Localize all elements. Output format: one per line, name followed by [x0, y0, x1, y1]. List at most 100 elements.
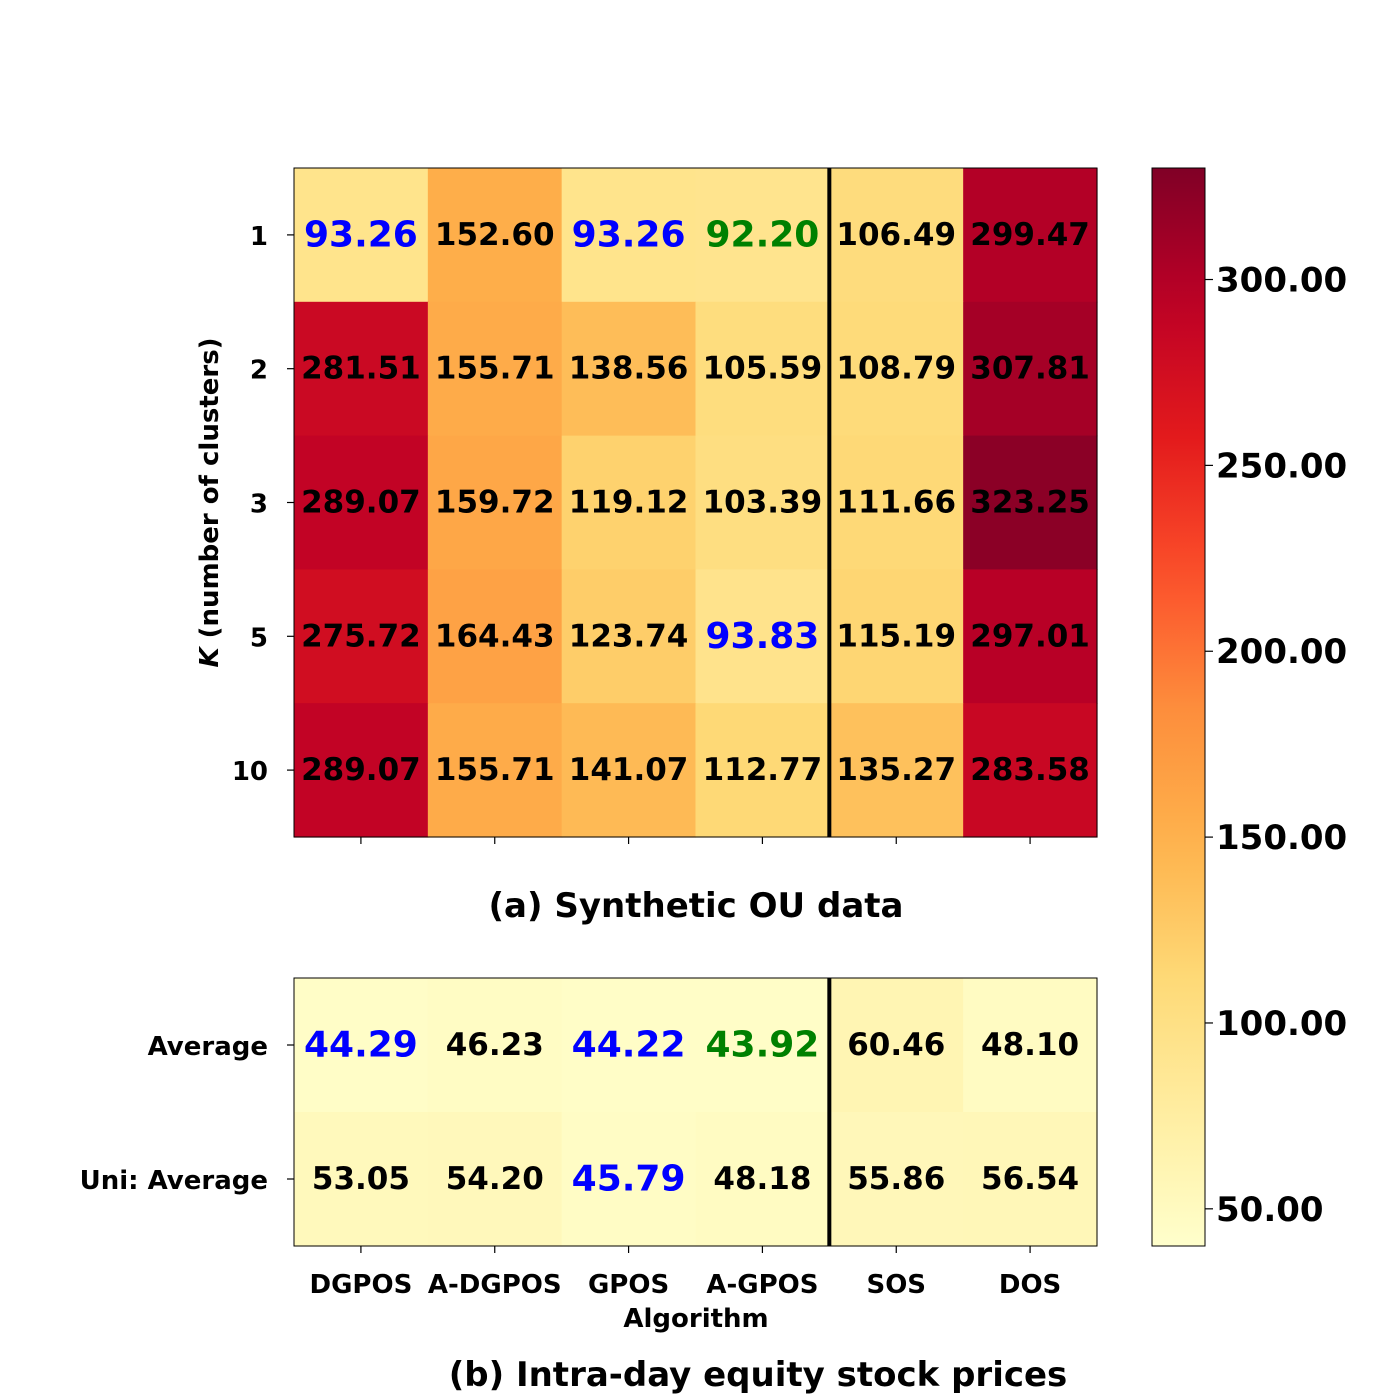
cell-value-label: 93.26 — [304, 214, 418, 255]
heatmap-cell — [561, 435, 697, 570]
heatmap-cell — [963, 569, 1098, 704]
heatmap-cell — [427, 168, 563, 303]
heatmap-cell — [427, 703, 563, 838]
cell-value-label: 155.71 — [435, 351, 555, 387]
heatmap-cell — [294, 569, 429, 704]
cell-value-label: 46.23 — [446, 1027, 544, 1063]
cell-value-label: 105.59 — [703, 351, 823, 387]
cell-value-label: 275.72 — [301, 618, 421, 654]
panel-a-y-axis-label: K (number of clusters) — [195, 337, 225, 667]
heatmap-cell — [829, 1112, 964, 1247]
cell-value-label: 283.58 — [970, 752, 1090, 788]
heatmap-cell — [963, 703, 1098, 838]
heatmap-cell — [963, 1112, 1098, 1247]
colorbar-ticks: 50.00 100.00 150.00 200.00 250.00 300.00 — [1205, 261, 1347, 1230]
cell-value-label: 299.47 — [970, 217, 1090, 253]
heatmap-cell — [561, 978, 697, 1113]
cell-value-label: 164.43 — [435, 618, 555, 654]
y-tick-label: 1 — [250, 222, 268, 252]
heatmap-cell — [695, 301, 830, 437]
cell-value-label: 93.26 — [572, 214, 686, 255]
cell-value-label: 103.39 — [703, 485, 823, 521]
cell-value-label: 55.86 — [847, 1161, 945, 1197]
heatmap-cell — [695, 978, 830, 1113]
panel-a-cells — [294, 168, 1098, 838]
colorbar: 50.00 100.00 150.00 200.00 250.00 300.00 — [1151, 167, 1347, 1247]
heatmap-cell — [294, 1112, 429, 1247]
cell-value-label: 155.71 — [435, 752, 555, 788]
cell-value-label: 289.07 — [301, 485, 421, 521]
heatmap-cell — [829, 703, 964, 838]
heatmap-cell — [829, 301, 964, 437]
colorbar-tick-label: 150.00 — [1216, 818, 1347, 858]
heatmap-cell — [963, 435, 1098, 570]
cell-value-label: 48.10 — [981, 1027, 1079, 1063]
cell-value-label: 54.20 — [446, 1161, 544, 1197]
cell-value-label: 43.92 — [705, 1025, 819, 1066]
x-tick-label: A-DGPOS — [428, 1270, 562, 1300]
cell-value-label: 44.29 — [304, 1025, 418, 1066]
heatmap-cell — [695, 569, 830, 704]
cell-value-label: 92.20 — [705, 214, 819, 255]
y-tick-label: Uni: Average — [80, 1166, 268, 1196]
cell-value-label: 45.79 — [572, 1159, 686, 1200]
panel-b-value-labels: 44.29 46.23 44.22 43.92 60.46 48.10 53.05 54.20… — [304, 1025, 1079, 1200]
heatmap-cell — [427, 301, 563, 437]
x-tick-label: DOS — [999, 1270, 1061, 1300]
colorbar-tick-label: 100.00 — [1216, 1004, 1347, 1044]
cell-value-label: 289.07 — [301, 752, 421, 788]
colorbar-tick-label: 300.00 — [1216, 261, 1347, 301]
x-tick-label: DGPOS — [310, 1270, 413, 1300]
panel-a-value-labels: 93.26 152.60 93.26 92.20 106.49 299.47 281.51 1… — [301, 214, 1090, 788]
cell-value-label: 323.25 — [970, 485, 1090, 521]
panel-a-y-tick-labels: 1 2 3 5 10 — [232, 222, 294, 787]
panel-b-x-axis-label: Algorithm — [623, 1304, 768, 1334]
heatmap-cell — [427, 1112, 563, 1247]
cell-value-label: 106.49 — [836, 217, 956, 253]
colorbar-gradient — [1151, 167, 1206, 1247]
heatmap-cell — [561, 569, 697, 704]
cell-value-label: 138.56 — [569, 351, 689, 387]
panel-b-cells — [294, 978, 1098, 1247]
panel-b-intraday-equity: 44.29 46.23 44.22 43.92 60.46 48.10 53.05 54.20… — [80, 977, 1098, 1395]
y-tick-label: 2 — [250, 356, 268, 386]
heatmap-cell — [294, 435, 429, 570]
heatmap-cell — [829, 569, 964, 704]
cell-value-label: 119.12 — [569, 485, 689, 521]
y-tick-label: 3 — [250, 490, 268, 520]
x-tick-label: GPOS — [588, 1270, 669, 1300]
heatmap-cell — [561, 301, 697, 437]
heatmap-cell — [695, 168, 830, 303]
heatmap-cell — [829, 978, 964, 1113]
cell-value-label: 307.81 — [970, 351, 1090, 387]
heatmap-cell — [963, 168, 1098, 303]
y-tick-label: 5 — [250, 623, 268, 653]
heatmap-cell — [829, 435, 964, 570]
panel-a-title: (a) Synthetic OU data — [489, 886, 904, 926]
y-tick-label: 10 — [232, 757, 268, 787]
y-tick-label: Average — [148, 1032, 268, 1062]
x-tick-label: A-GPOS — [706, 1270, 818, 1300]
heatmap-cell — [829, 168, 964, 303]
heatmap-cell — [294, 978, 429, 1113]
panel-b-title: (b) Intra-day equity stock prices — [449, 1355, 1068, 1395]
cell-value-label: 111.66 — [836, 485, 956, 521]
heatmap-cell — [427, 569, 563, 704]
cell-value-label: 108.79 — [836, 351, 956, 387]
heatmap-cell — [963, 978, 1098, 1113]
cell-value-label: 281.51 — [301, 351, 421, 387]
x-tick-label: SOS — [866, 1270, 926, 1300]
panel-b-y-tick-labels: Average Uni: Average — [80, 1032, 294, 1196]
cell-value-label: 53.05 — [312, 1161, 410, 1197]
cell-value-label: 135.27 — [836, 752, 956, 788]
cell-value-label: 123.74 — [569, 618, 689, 654]
heatmap-cell — [294, 168, 429, 303]
cell-value-label: 60.46 — [847, 1027, 945, 1063]
cell-value-label: 48.18 — [713, 1161, 811, 1197]
cell-value-label: 159.72 — [435, 485, 555, 521]
heatmap-cell — [561, 703, 697, 838]
panel-b-x-tick-labels: DGPOS A-DGPOS GPOS A-GPOS SOS DOS — [310, 1246, 1061, 1300]
cell-value-label: 297.01 — [970, 618, 1090, 654]
